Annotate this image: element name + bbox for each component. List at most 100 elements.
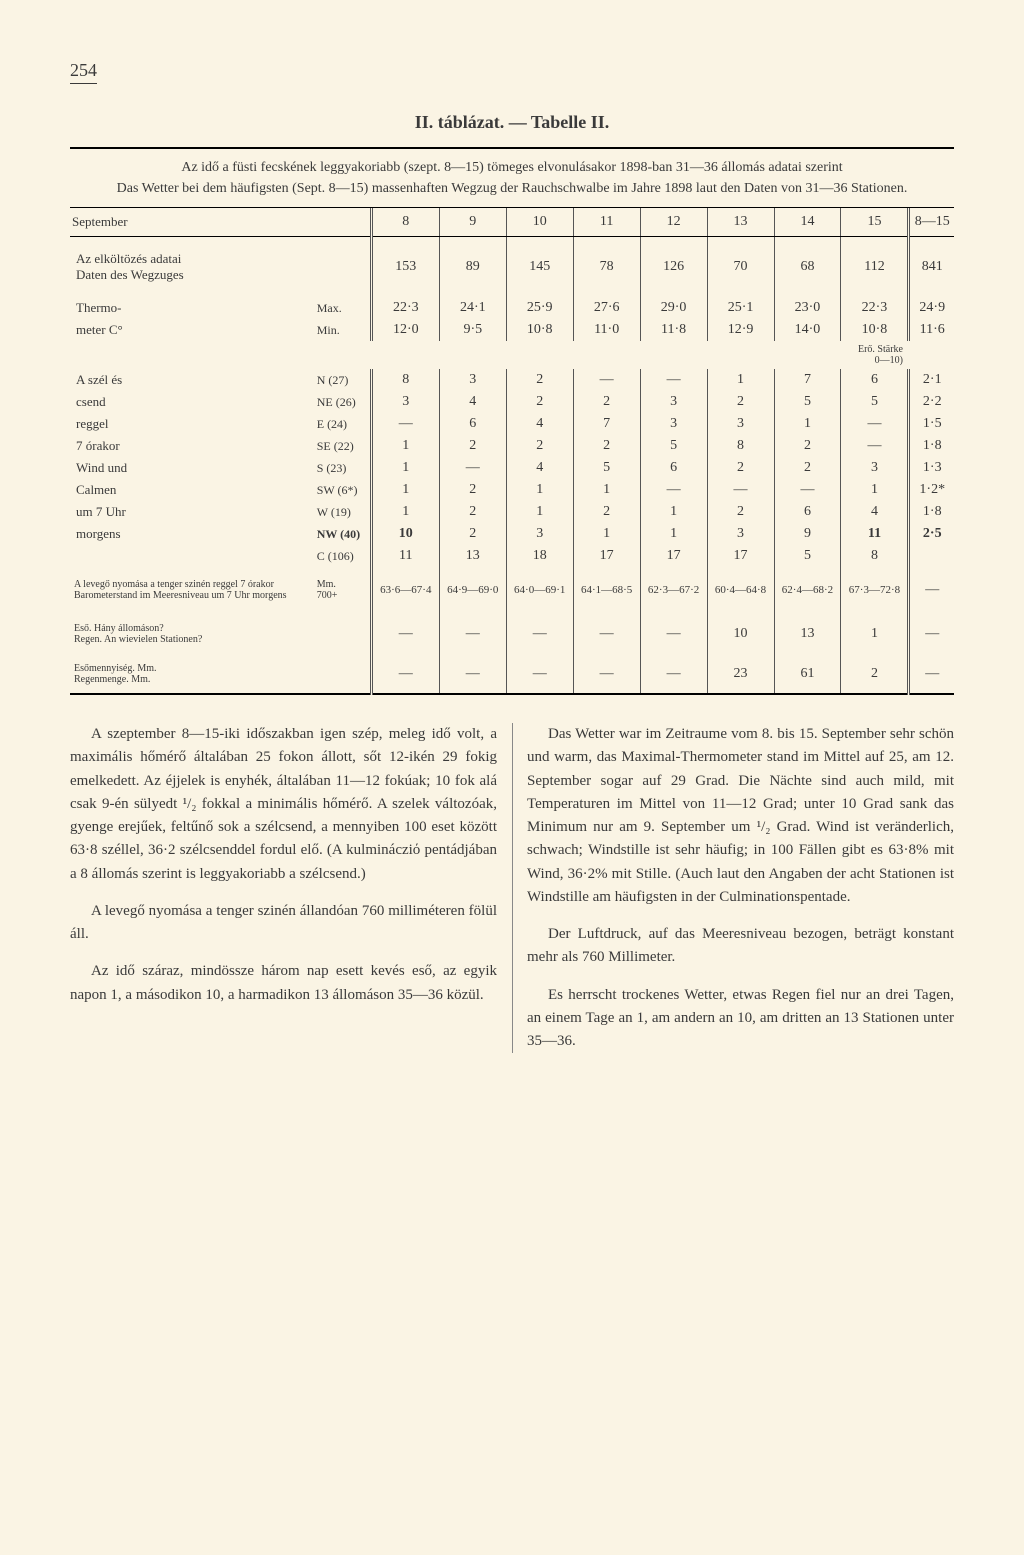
cell: 2·5 bbox=[909, 523, 954, 545]
col-header: 8 bbox=[371, 208, 439, 237]
cell: 126 bbox=[640, 237, 707, 298]
cell: 2 bbox=[707, 501, 774, 523]
cell: 5 bbox=[573, 457, 640, 479]
paragraph: Der Luftdruck, auf das Meeresniveau bezo… bbox=[527, 923, 954, 970]
table-row: C (106)11131817171758 bbox=[70, 545, 954, 567]
cell: 8 bbox=[841, 545, 909, 567]
cell: — bbox=[841, 435, 909, 457]
cell: 7 bbox=[774, 369, 841, 391]
cell: 23·0 bbox=[774, 297, 841, 319]
row-label: Thermo- bbox=[70, 297, 315, 319]
row-label: reggel bbox=[70, 413, 315, 435]
cell: 4 bbox=[506, 457, 573, 479]
cell: 9 bbox=[774, 523, 841, 545]
table-row: Thermo- Max. 22·3 24·1 25·9 27·6 29·0 25… bbox=[70, 297, 954, 319]
row-label: Esőmennyiség. Mm. Regenmenge. Mm. bbox=[70, 655, 371, 694]
cell: — bbox=[371, 413, 439, 435]
row-label bbox=[70, 545, 315, 567]
cell: 5 bbox=[640, 435, 707, 457]
row-sublabel: S (23) bbox=[315, 457, 372, 479]
cell: 2·1 bbox=[909, 369, 954, 391]
body-text: A szeptember 8—15-iki időszakban igen sz… bbox=[70, 723, 954, 1053]
cell: — bbox=[640, 655, 707, 694]
col-header: 11 bbox=[573, 208, 640, 237]
cell: 25·1 bbox=[707, 297, 774, 319]
paragraph: Das Wetter war im Zeitraume vom 8. bis 1… bbox=[527, 723, 954, 909]
cell: 1·3 bbox=[909, 457, 954, 479]
table-row: um 7 UhrW (19)121212641·8 bbox=[70, 501, 954, 523]
cell: 1 bbox=[371, 501, 439, 523]
table-row: Esőmennyiség. Mm. Regenmenge. Mm. — — — … bbox=[70, 655, 954, 694]
table-row: A szél ésN (27)832——1762·1 bbox=[70, 369, 954, 391]
cell: 11 bbox=[841, 523, 909, 545]
paragraph: A levegő nyomása a tenger szinén állandó… bbox=[70, 900, 497, 947]
row-label: 7 órakor bbox=[70, 435, 315, 457]
cell: 153 bbox=[371, 237, 439, 298]
cell: 3 bbox=[841, 457, 909, 479]
col-header: 14 bbox=[774, 208, 841, 237]
cell: 24·1 bbox=[439, 297, 506, 319]
table-row: Wind undS (23)1—4562231·3 bbox=[70, 457, 954, 479]
cell: — bbox=[439, 457, 506, 479]
row-label: Eső. Hány állomáson? Regen. An wievielen… bbox=[70, 613, 371, 655]
row-sublabel: Max. bbox=[315, 297, 372, 319]
cell: 6 bbox=[640, 457, 707, 479]
row-sublabel: NW (40) bbox=[315, 523, 372, 545]
cell: 63·6—67·4 bbox=[371, 567, 439, 613]
table-row: CalmenSW (6*)1211———11·2* bbox=[70, 479, 954, 501]
cell: 17 bbox=[707, 545, 774, 567]
table-caption: Az idő a füsti fecskének leggyakoriabb (… bbox=[70, 147, 954, 208]
table-row: csendNE (26)342232552·2 bbox=[70, 391, 954, 413]
cell: 22·3 bbox=[371, 297, 439, 319]
row-sublabel: SW (6*) bbox=[315, 479, 372, 501]
cell: 4 bbox=[506, 413, 573, 435]
caption-hu: Az idő a füsti fecskének leggyakoriabb (… bbox=[82, 157, 942, 178]
cell: 10·8 bbox=[506, 319, 573, 341]
cell: 2 bbox=[506, 369, 573, 391]
row-sublabel: E (24) bbox=[315, 413, 372, 435]
cell: 89 bbox=[439, 237, 506, 298]
cell: 6 bbox=[841, 369, 909, 391]
cell: 7 bbox=[573, 413, 640, 435]
cell: 2 bbox=[439, 479, 506, 501]
cell: 2 bbox=[506, 391, 573, 413]
row-sublabel: C (106) bbox=[315, 545, 372, 567]
cell: 5 bbox=[774, 391, 841, 413]
cell: 62·4—68·2 bbox=[774, 567, 841, 613]
cell: — bbox=[909, 655, 954, 694]
cell: 12·9 bbox=[707, 319, 774, 341]
col-header: 12 bbox=[640, 208, 707, 237]
cell: — bbox=[640, 369, 707, 391]
cell: 64·1—68·5 bbox=[573, 567, 640, 613]
cell: — bbox=[573, 655, 640, 694]
cell: — bbox=[371, 613, 439, 655]
cell: 10 bbox=[707, 613, 774, 655]
row-sublabel: W (19) bbox=[315, 501, 372, 523]
table-row: Erő. Stärke 0—10) bbox=[70, 341, 954, 369]
header-row: September 8 9 10 11 12 13 14 15 8—15 bbox=[70, 208, 954, 237]
cell: 17 bbox=[640, 545, 707, 567]
table-row: meter C° Min. 12·0 9·5 10·8 11·0 11·8 12… bbox=[70, 319, 954, 341]
row-sublabel: NE (26) bbox=[315, 391, 372, 413]
cell: — bbox=[573, 613, 640, 655]
col-header: 10 bbox=[506, 208, 573, 237]
cell: 2·2 bbox=[909, 391, 954, 413]
table-row: A levegő nyomása a tenger szinén reggel … bbox=[70, 567, 954, 613]
cell: 1 bbox=[707, 369, 774, 391]
cell: 3 bbox=[371, 391, 439, 413]
cell: 2 bbox=[506, 435, 573, 457]
col-header: 13 bbox=[707, 208, 774, 237]
cell: 2 bbox=[439, 435, 506, 457]
cell: 1 bbox=[371, 457, 439, 479]
cell: 18 bbox=[506, 545, 573, 567]
strength-note: Erő. Stärke 0—10) bbox=[70, 341, 909, 369]
cell: 2 bbox=[573, 435, 640, 457]
cell: — bbox=[371, 655, 439, 694]
cell: 64·0—69·1 bbox=[506, 567, 573, 613]
cell: — bbox=[909, 613, 954, 655]
cell: 64·9—69·0 bbox=[439, 567, 506, 613]
cell: 2 bbox=[439, 501, 506, 523]
row-label: morgens bbox=[70, 523, 315, 545]
row-label: A szél és bbox=[70, 369, 315, 391]
cell: — bbox=[506, 613, 573, 655]
